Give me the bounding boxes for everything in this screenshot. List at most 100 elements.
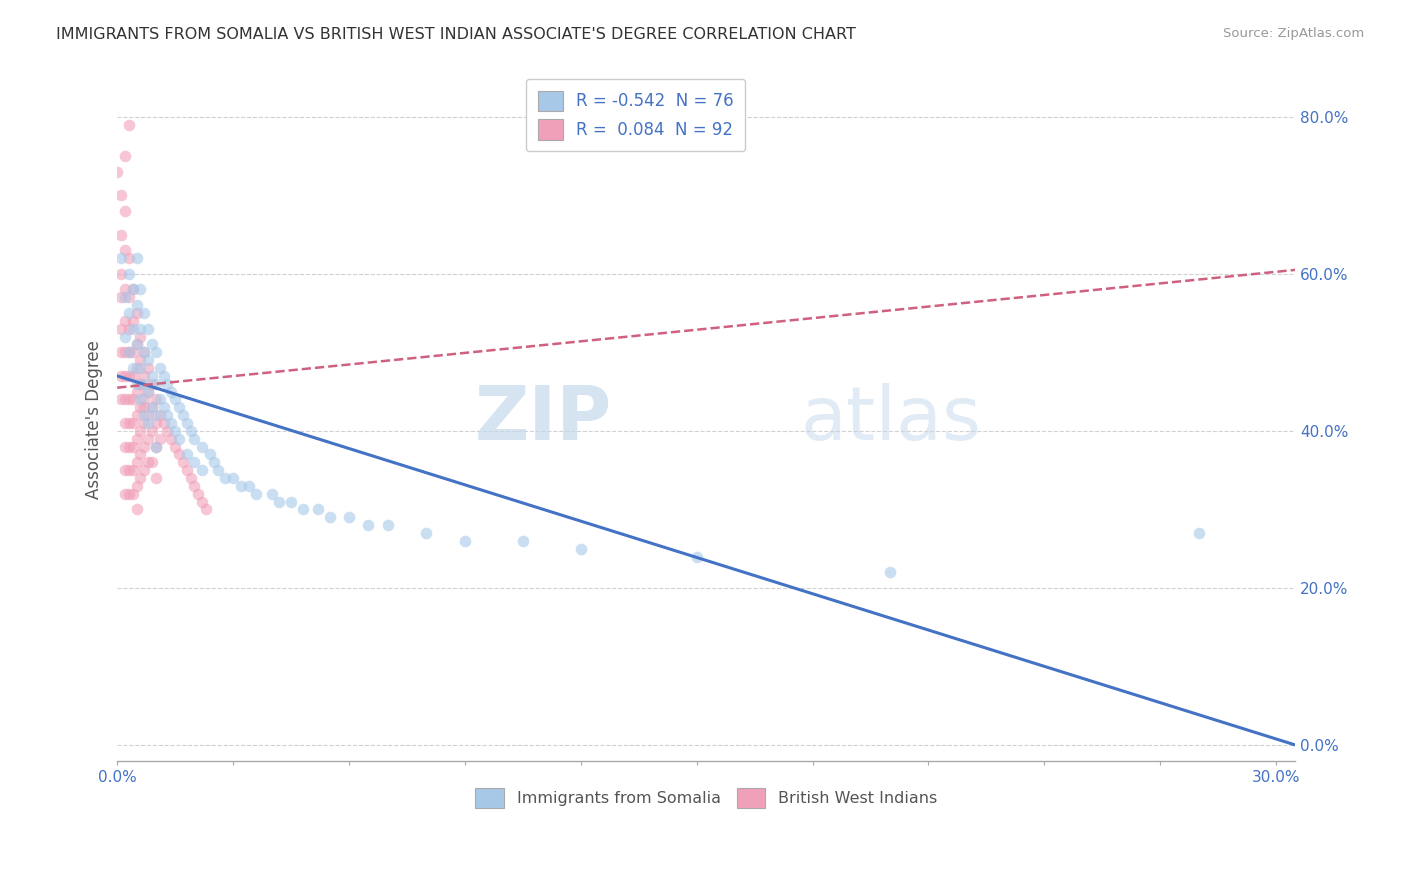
Point	[114, 463, 136, 477]
Point	[121, 314, 143, 328]
Point	[118, 345, 141, 359]
Point	[114, 368, 136, 383]
Point	[152, 401, 174, 415]
Point	[136, 408, 159, 422]
Point	[125, 337, 148, 351]
Text: atlas: atlas	[800, 383, 981, 456]
Point	[176, 463, 198, 477]
Point	[180, 424, 202, 438]
Point	[129, 401, 152, 415]
Point	[134, 392, 156, 407]
Point	[118, 306, 141, 320]
Point	[110, 392, 132, 407]
Point	[118, 416, 141, 430]
Text: Source: ZipAtlas.com: Source: ZipAtlas.com	[1223, 27, 1364, 40]
Point	[318, 510, 340, 524]
Point	[134, 345, 156, 359]
Point	[121, 486, 143, 500]
Point	[307, 502, 329, 516]
Point	[187, 486, 209, 500]
Point	[141, 376, 163, 391]
Point	[129, 322, 152, 336]
Point	[129, 376, 152, 391]
Point	[118, 368, 141, 383]
Point	[114, 416, 136, 430]
Point	[118, 251, 141, 265]
Point	[879, 566, 901, 580]
Point	[183, 432, 205, 446]
Point	[114, 283, 136, 297]
Point	[176, 416, 198, 430]
Point	[176, 447, 198, 461]
Point	[134, 401, 156, 415]
Point	[134, 368, 156, 383]
Point	[121, 368, 143, 383]
Point	[118, 322, 141, 336]
Point	[145, 376, 167, 391]
Point	[167, 447, 190, 461]
Point	[121, 392, 143, 407]
Point	[110, 267, 132, 281]
Point	[195, 502, 218, 516]
Point	[125, 408, 148, 422]
Point	[202, 455, 225, 469]
Point	[121, 361, 143, 376]
Point	[118, 486, 141, 500]
Point	[141, 401, 163, 415]
Point	[156, 376, 179, 391]
Point	[245, 486, 267, 500]
Point	[291, 502, 314, 516]
Point	[198, 447, 221, 461]
Point	[110, 188, 132, 202]
Point	[129, 361, 152, 376]
Point	[149, 361, 172, 376]
Point	[141, 368, 163, 383]
Point	[134, 306, 156, 320]
Point	[125, 306, 148, 320]
Point	[149, 432, 172, 446]
Point	[156, 424, 179, 438]
Legend: Immigrants from Somalia, British West Indians: Immigrants from Somalia, British West In…	[468, 782, 943, 814]
Point	[118, 392, 141, 407]
Point	[377, 518, 399, 533]
Point	[141, 455, 163, 469]
Point	[121, 463, 143, 477]
Point	[125, 479, 148, 493]
Point	[165, 424, 187, 438]
Point	[134, 416, 156, 430]
Point	[145, 408, 167, 422]
Point	[569, 541, 592, 556]
Point	[125, 502, 148, 516]
Point	[160, 416, 183, 430]
Point	[160, 384, 183, 399]
Point	[121, 345, 143, 359]
Point	[165, 392, 187, 407]
Point	[191, 494, 214, 508]
Point	[152, 368, 174, 383]
Point	[114, 314, 136, 328]
Point	[129, 392, 152, 407]
Point	[129, 353, 152, 368]
Point	[118, 345, 141, 359]
Point	[141, 424, 163, 438]
Point	[125, 455, 148, 469]
Point	[160, 432, 183, 446]
Point	[149, 408, 172, 422]
Point	[125, 376, 148, 391]
Point	[183, 455, 205, 469]
Point	[121, 440, 143, 454]
Point	[134, 408, 156, 422]
Point	[134, 463, 156, 477]
Point	[145, 416, 167, 430]
Point	[114, 486, 136, 500]
Point	[118, 290, 141, 304]
Point	[114, 329, 136, 343]
Point	[110, 227, 132, 242]
Point	[125, 298, 148, 312]
Point	[1188, 525, 1211, 540]
Point	[129, 471, 152, 485]
Point	[114, 149, 136, 163]
Point	[145, 440, 167, 454]
Point	[129, 283, 152, 297]
Point	[134, 345, 156, 359]
